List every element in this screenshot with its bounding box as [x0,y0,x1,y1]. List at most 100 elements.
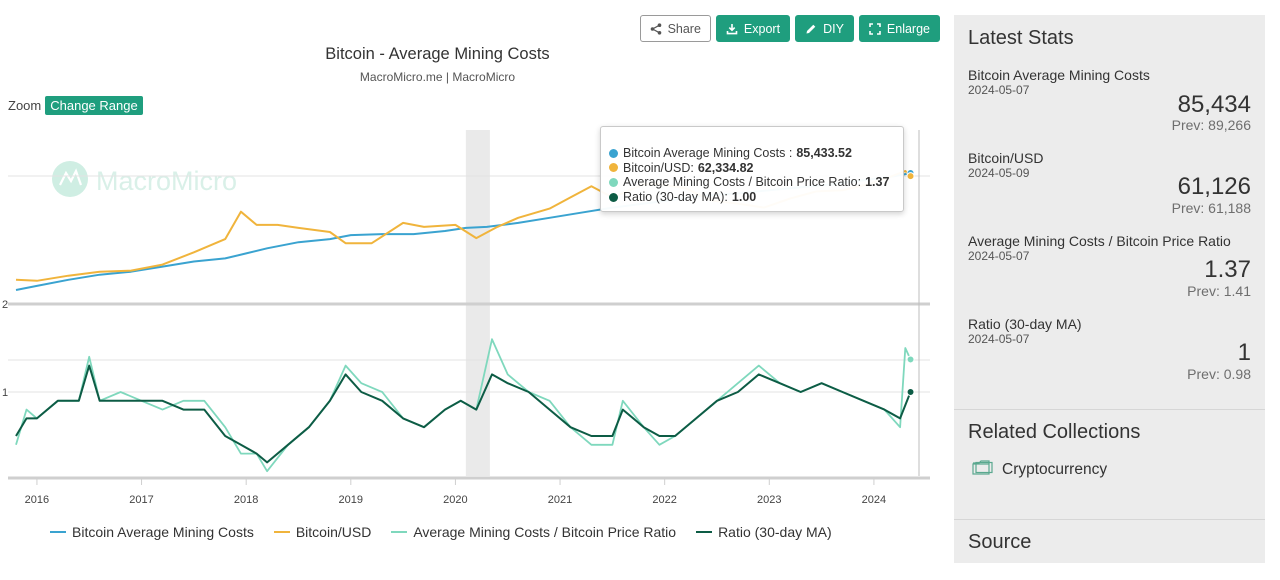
tooltip-row-ratio-ma: Ratio (30-day MA): 1.00 [609,190,903,205]
tooltip-row-mining-cost: Bitcoin Average Mining Costs : 85,433.52 [609,146,903,161]
legend-item-ratio[interactable]: Average Mining Costs / Bitcoin Price Rat… [391,524,676,540]
watermark: MacroMicro [52,161,237,197]
legend-item-btc-usd[interactable]: Bitcoin/USD [273,524,372,540]
stat-date: 2024-05-07 [968,249,1030,263]
legend-label: Bitcoin Average Mining Costs [72,524,254,540]
stat-name: Bitcoin Average Mining Costs [968,67,1150,83]
tooltip-label: Bitcoin/USD: [623,160,694,175]
legend-label: Bitcoin/USD [295,524,372,540]
stat-name: Bitcoin/USD [968,150,1044,166]
tooltip-label: Bitcoin Average Mining Costs : [623,146,793,161]
zoom-control: Zoom Change Range [8,96,143,115]
mining-cost-dot-icon [609,148,618,158]
x-tick-label: 2017 [129,494,153,506]
x-tick-label: 2019 [339,494,363,506]
x-tick-label: 2016 [25,494,49,506]
share-icon [650,22,662,35]
latest-stats-heading: Latest Stats [968,27,1074,49]
tooltip-value: 1.37 [865,175,890,190]
x-tick-label: 2018 [234,494,258,506]
y-tick-label-1: 1 [2,387,8,399]
legend-line-icon [696,531,713,533]
expand-icon [869,22,881,35]
x-tick-label: 2021 [548,494,572,506]
sidebar-divider [954,409,1265,410]
hover-marker-average-mining-costs-bitcoin-price-ratio [906,355,915,364]
stat-ratio-ma: Ratio (30-day MA) 2024-05-07 1 Prev: 0.9… [968,316,1251,396]
series-line-ratio-30-day-ma[interactable] [15,364,912,464]
legend-line-icon [50,531,66,533]
tooltip-value: 62,334.82 [697,160,754,175]
download-icon [726,23,738,35]
stat-name: Average Mining Costs / Bitcoin Price Rat… [968,233,1231,249]
chart-title: Bitcoin - Average Mining Costs [325,45,550,63]
x-tick-label: 2024 [862,494,886,506]
diy-button[interactable]: DIY [795,15,854,42]
tooltip-value: 1.00 [731,190,757,205]
tooltip-row-btc-usd: Bitcoin/USD: 62,334.82 [609,161,903,176]
hover-marker-ratio-30-day-ma [906,388,915,396]
watermark-text: MacroMicro [96,166,237,196]
chart-plot[interactable]: MacroMicro 2 1 2016 2017 2018 2019 2020 2021 2… [0,0,940,515]
legend-item-ratio-ma[interactable]: Ratio (30-day MA) [696,524,832,540]
sidebar-divider [954,519,1265,520]
export-label: Export [743,21,781,36]
chart-toolbar: Share Export DIY Enlarge [639,15,940,42]
ratio-ma-dot-icon [609,192,618,202]
btc-usd-dot-icon [609,163,618,173]
stat-value: 85,434 [1177,91,1251,118]
tooltip-label: Average Mining Costs / Bitcoin Price Rat… [623,175,862,190]
stat-prev: Prev: 1.41 [1187,283,1251,299]
enlarge-button[interactable]: Enlarge [858,15,940,42]
x-tick-label: 2022 [652,494,676,506]
stat-btc-usd: Bitcoin/USD 2024-05-09 61,126 Prev: 61,1… [968,150,1251,230]
hover-tooltip: Bitcoin Average Mining Costs : 85,433.52… [600,126,904,212]
tooltip-value: 85,433.52 [796,146,852,161]
stat-value: 1.37 [1204,256,1251,283]
share-label: Share [667,21,701,36]
legend-label: Ratio (30-day MA) [718,524,832,540]
stat-prev: Prev: 61,188 [1171,200,1251,216]
series-group [15,170,912,473]
stat-date: 2024-05-07 [968,83,1030,97]
share-button[interactable]: Share [639,15,711,42]
stat-prev: Prev: 89,266 [1171,117,1251,133]
source-heading: Source [968,531,1032,553]
chart-subtitle: MacroMicro.me | MacroMicro [359,70,516,84]
pencil-icon [805,23,817,35]
collection-link-cryptocurrency[interactable]: Cryptocurrency [972,459,1107,480]
x-tick-label: 2023 [757,494,781,506]
stat-ratio: Average Mining Costs / Bitcoin Price Rat… [968,233,1251,313]
chart-legend: Bitcoin Average Mining Costs Bitcoin/USD… [50,524,832,540]
legend-line-icon [391,531,408,533]
hover-marker-bitcoin-usd [906,172,915,181]
change-range-button[interactable]: Change Range [45,96,143,115]
series-line-average-mining-costs-bitcoin-price-ratio[interactable] [15,338,912,473]
stat-value: 1 [1237,339,1251,366]
x-axis-ticks: 2016 2017 2018 2019 2020 2021 2022 2023 2024 [25,479,886,506]
collection-label: Cryptocurrency [1002,460,1108,478]
legend-line-icon [273,531,290,533]
stat-date: 2024-05-07 [968,332,1030,346]
stat-date: 2024-05-09 [968,166,1030,180]
export-button[interactable]: Export [715,15,791,42]
diy-label: DIY [823,21,844,36]
stats-sidebar: Latest Stats Bitcoin Average Mining Cost… [954,15,1265,563]
folder-icon [972,459,994,480]
legend-item-mining-cost[interactable]: Bitcoin Average Mining Costs [50,524,254,540]
ratio-dot-icon [609,177,618,187]
stat-value: 61,126 [1177,173,1251,200]
stat-prev: Prev: 0.98 [1187,366,1251,382]
enlarge-label: Enlarge [886,21,930,36]
zoom-label: Zoom [8,98,42,113]
y-tick-label-2: 2 [2,299,8,311]
hover-markers [906,169,915,396]
related-collections-heading: Related Collections [968,421,1141,443]
tooltip-row-ratio: Average Mining Costs / Bitcoin Price Rat… [609,175,903,190]
legend-label: Average Mining Costs / Bitcoin Price Rat… [413,524,677,540]
x-tick-label: 2020 [443,494,467,506]
stat-mining-cost: Bitcoin Average Mining Costs 2024-05-07 … [968,67,1251,147]
tooltip-label: Ratio (30-day MA): [623,190,728,205]
stat-name: Ratio (30-day MA) [968,316,1082,332]
